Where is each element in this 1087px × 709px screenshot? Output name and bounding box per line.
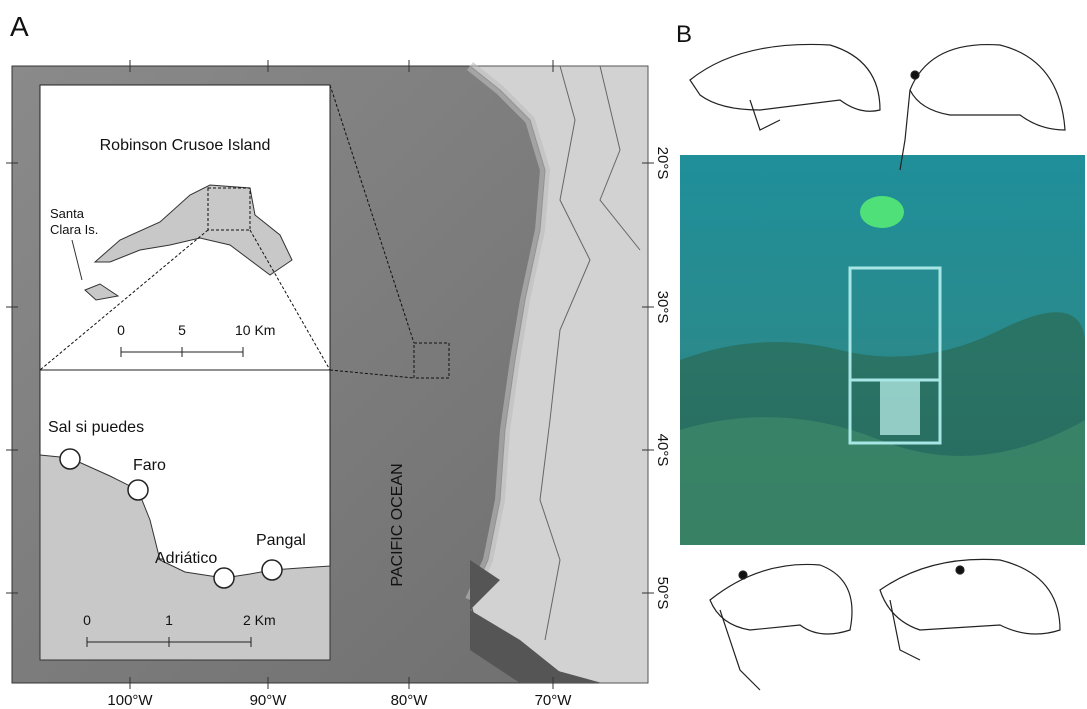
panel-label: B — [676, 21, 692, 48]
photo — [680, 155, 1085, 545]
figure: A PACIFIC OCEAN 100°W 90°W 80°W 70°W 20°S 30… — [0, 0, 1087, 709]
scale-label: 2 Km — [243, 612, 276, 628]
site-label: Adriático — [155, 550, 217, 567]
latitude-label: 40°S — [654, 434, 671, 467]
inset-bottom: Sal si puedes Faro Adriático Pangal 0 1 2 Km — [40, 370, 330, 660]
site-marker — [60, 449, 80, 469]
inset-top: Robinson Crusoe Island Santa Clara Is. 0… — [40, 85, 330, 370]
ocean-label: PACIFIC OCEAN — [389, 463, 406, 586]
longitude-label: 100°W — [107, 692, 153, 709]
longitude-label: 70°W — [535, 692, 573, 709]
scale-label: 0 — [83, 612, 91, 628]
site-marker — [262, 560, 282, 580]
scale-label: 1 — [165, 612, 173, 628]
longitude-label: 80°W — [391, 692, 429, 709]
scale-label: 10 Km — [235, 322, 275, 338]
site-label: Pangal — [256, 532, 306, 549]
site-marker — [128, 480, 148, 500]
latitude-label: 30°S — [654, 291, 671, 324]
longitude-label: 90°W — [250, 692, 288, 709]
latitude-label: 50°S — [654, 577, 671, 610]
site-marker — [214, 568, 234, 588]
latitude-label: 20°S — [654, 147, 671, 180]
site-label: Sal si puedes — [48, 419, 144, 436]
scale-label: 5 — [178, 322, 186, 338]
panel-label: A — [10, 11, 29, 42]
island-label: Santa — [50, 206, 85, 221]
scale-label: 0 — [117, 322, 125, 338]
site-label: Faro — [133, 457, 166, 474]
inset-title: Robinson Crusoe Island — [100, 137, 271, 154]
island-label: Clara Is. — [50, 222, 98, 237]
